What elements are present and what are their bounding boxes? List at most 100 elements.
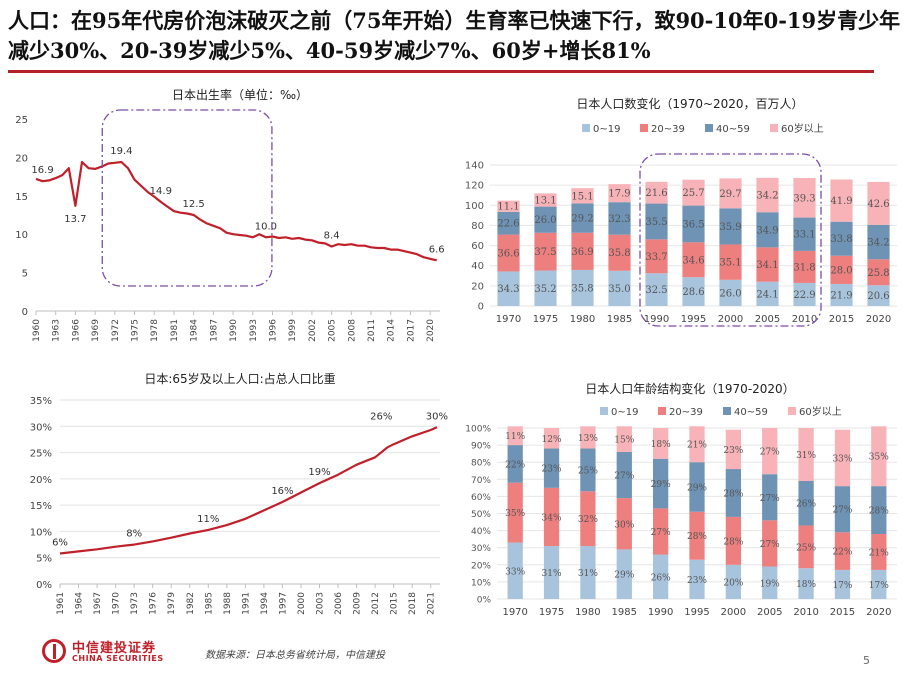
headline: 人口：在95年代房价泡沫破灭之前（75年开始）生育率已快速下行，致90-10年0… bbox=[8, 8, 901, 63]
x-tick-label: 2011 bbox=[367, 319, 377, 342]
y-tick-label: 70% bbox=[471, 476, 491, 486]
bar-data-label: 32% bbox=[578, 515, 598, 525]
bar-data-label: 27% bbox=[832, 506, 852, 516]
bar-segment bbox=[867, 181, 890, 225]
bar-segment bbox=[608, 202, 631, 235]
bar-data-label: 34.3 bbox=[497, 284, 519, 295]
bar-data-label: 33.8 bbox=[830, 234, 852, 245]
bar-segment bbox=[616, 498, 632, 550]
bar-segment bbox=[830, 283, 853, 306]
legend-label: 20~39 bbox=[669, 407, 703, 418]
bar-segment bbox=[580, 491, 596, 546]
x-tick-label: 1980 bbox=[570, 314, 595, 325]
x-tick-label: 1993 bbox=[249, 319, 259, 342]
y-tick-label: 25% bbox=[30, 449, 52, 460]
y-tick-label: 25 bbox=[15, 115, 28, 126]
y-tick-label: 40 bbox=[471, 261, 484, 272]
bar-data-label: 22% bbox=[832, 548, 852, 558]
y-tick-label: 10% bbox=[30, 527, 52, 538]
bar-data-label: 26.0 bbox=[534, 215, 556, 226]
x-tick-label: 1967 bbox=[93, 592, 103, 615]
x-tick-label: 1996 bbox=[268, 319, 278, 342]
y-tick-label: 100% bbox=[465, 425, 491, 435]
bar-segment bbox=[834, 486, 851, 533]
bar-data-label: 29% bbox=[651, 480, 671, 490]
bar-data-label: 33% bbox=[505, 567, 525, 577]
data-label: 16% bbox=[271, 486, 293, 497]
x-tick-label: 2000 bbox=[718, 314, 743, 325]
data-label: 26% bbox=[370, 411, 392, 422]
bar-data-label: 28% bbox=[723, 489, 743, 499]
bar-segment bbox=[871, 426, 887, 487]
bar-data-label: 17.9 bbox=[608, 189, 630, 200]
data-label: 13.7 bbox=[64, 214, 86, 225]
y-tick-label: 5 bbox=[22, 269, 28, 280]
x-tick-label: 2000 bbox=[297, 592, 307, 615]
bar-data-label: 18% bbox=[651, 440, 671, 450]
x-tick-label: 1985 bbox=[204, 592, 214, 615]
bar-data-label: 37.5 bbox=[534, 247, 556, 258]
y-tick-label: 140 bbox=[465, 161, 484, 172]
bar-segment bbox=[608, 234, 631, 271]
bar-segment bbox=[834, 569, 851, 599]
bar-segment bbox=[571, 188, 594, 204]
y-tick-label: 0% bbox=[477, 596, 492, 606]
x-tick-label: 2017 bbox=[406, 319, 416, 342]
legend-swatch bbox=[582, 124, 590, 132]
x-tick-label: 1970 bbox=[502, 607, 527, 618]
bar-segment bbox=[534, 206, 557, 233]
bar-segment bbox=[719, 178, 742, 209]
x-tick-label: 2012 bbox=[371, 592, 381, 615]
x-tick-label: 1988 bbox=[223, 592, 233, 615]
bar-data-label: 13% bbox=[578, 434, 598, 444]
bar-data-label: 35.9 bbox=[719, 222, 741, 233]
bar-segment bbox=[645, 203, 668, 240]
x-tick-label: 2002 bbox=[308, 319, 318, 342]
bar-segment bbox=[756, 212, 779, 248]
bar-segment bbox=[719, 279, 742, 306]
x-tick-label: 2015 bbox=[829, 314, 854, 325]
y-tick-label: 20% bbox=[471, 561, 491, 571]
bar-segment bbox=[798, 428, 814, 482]
data-label: 11% bbox=[197, 514, 219, 525]
x-tick-label: 2018 bbox=[408, 592, 418, 615]
bar-data-label: 29.2 bbox=[571, 214, 593, 225]
y-tick-label: 0 bbox=[478, 302, 484, 313]
bar-segment bbox=[571, 203, 594, 233]
x-tick-label: 1990 bbox=[644, 314, 669, 325]
bar-segment bbox=[653, 458, 669, 509]
bar-segment bbox=[645, 239, 668, 274]
y-tick-label: 35% bbox=[30, 396, 52, 407]
x-tick-label: 1979 bbox=[167, 592, 177, 615]
y-tick-label: 20 bbox=[15, 153, 28, 164]
x-tick-label: 1975 bbox=[539, 607, 564, 618]
bar-segment bbox=[543, 448, 560, 488]
y-tick-label: 120 bbox=[465, 181, 484, 192]
bar-data-label: 20% bbox=[723, 578, 743, 588]
x-tick-label: 1980 bbox=[575, 607, 600, 618]
bar-segment bbox=[762, 474, 778, 521]
bar-segment bbox=[689, 559, 705, 599]
bar-segment bbox=[830, 179, 853, 222]
bar-data-label: 35% bbox=[869, 453, 889, 463]
data-label: 8% bbox=[126, 529, 142, 540]
bar-segment bbox=[725, 516, 741, 565]
bar-segment bbox=[793, 250, 816, 283]
y-tick-label: 90% bbox=[471, 442, 491, 452]
series-line bbox=[59, 426, 438, 555]
x-tick-label: 1984 bbox=[190, 319, 200, 342]
y-tick-label: 100 bbox=[465, 201, 484, 212]
legend-label: 40~59 bbox=[716, 124, 750, 135]
x-tick-label: 1960 bbox=[32, 319, 42, 342]
x-tick-label: 1969 bbox=[91, 319, 101, 342]
bar-segment bbox=[580, 426, 596, 449]
bar-segment bbox=[756, 281, 779, 306]
legend-label: 60岁以上 bbox=[781, 122, 824, 135]
x-tick-label: 1972 bbox=[111, 319, 121, 342]
bar-data-label: 21% bbox=[869, 548, 889, 558]
bar-data-label: 34% bbox=[542, 513, 562, 523]
bar-segment bbox=[507, 542, 523, 599]
x-tick-label: 1985 bbox=[607, 314, 632, 325]
x-tick-label: 1975 bbox=[131, 319, 141, 342]
